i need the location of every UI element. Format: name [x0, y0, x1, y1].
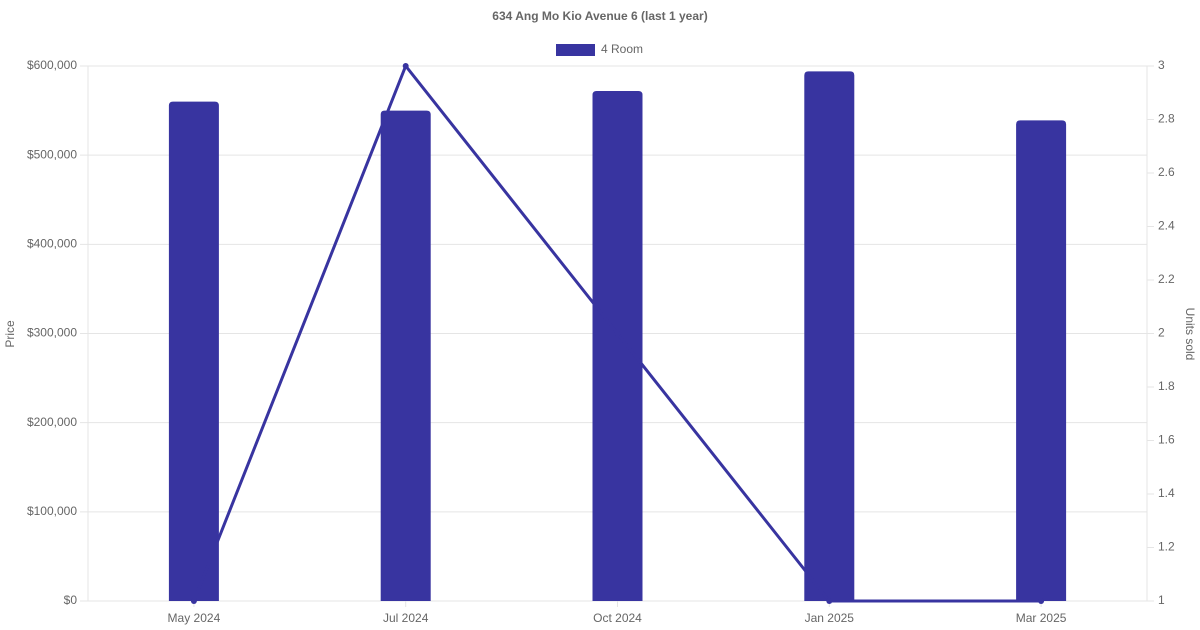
x-tick-label: May 2024 [168, 611, 221, 625]
y2-tick-label: 3 [1158, 58, 1165, 72]
y-tick-label: $600,000 [27, 58, 77, 72]
bar [592, 90, 643, 601]
y2-tick-label: 2.8 [1158, 112, 1175, 126]
y2-tick-label: 2.6 [1158, 165, 1175, 179]
y2-tick-label: 1 [1158, 593, 1165, 607]
line-point [190, 598, 197, 604]
y2-tick-label: 2 [1158, 326, 1165, 340]
y-tick-label: $0 [64, 593, 78, 607]
x-tick-label: Oct 2024 [593, 611, 642, 625]
legend-swatch [556, 44, 595, 56]
x-tick-label: Jul 2024 [383, 611, 429, 625]
line-point [402, 63, 409, 69]
chart-title: 634 Ang Mo Kio Avenue 6 (last 1 year) [492, 9, 707, 23]
bar [1016, 120, 1067, 602]
y2-axis-title: Units sold [1183, 308, 1197, 361]
y2-tick-label: 2.4 [1158, 219, 1175, 233]
x-tick-label: Jan 2025 [805, 611, 855, 625]
legend-label: 4 Room [601, 42, 643, 56]
bar [380, 110, 431, 601]
y-tick-label: $300,000 [27, 326, 77, 340]
y2-tick-label: 1.8 [1158, 379, 1175, 393]
y2-tick-label: 1.2 [1158, 540, 1175, 554]
x-tick-label: Mar 2025 [1016, 611, 1067, 625]
y-tick-label: $200,000 [27, 415, 77, 429]
y2-tick-label: 1.6 [1158, 433, 1175, 447]
line-point [1038, 598, 1045, 604]
y2-tick-label: 1.4 [1158, 486, 1175, 500]
y2-tick-label: 2.2 [1158, 272, 1175, 286]
y-tick-label: $500,000 [27, 147, 77, 161]
y-tick-label: $400,000 [27, 237, 77, 251]
bar [168, 101, 219, 602]
y-axis-title: Price [3, 320, 17, 348]
line-point [614, 330, 621, 337]
y-tick-label: $100,000 [27, 504, 77, 518]
line-point [826, 598, 833, 604]
bar [804, 71, 855, 602]
